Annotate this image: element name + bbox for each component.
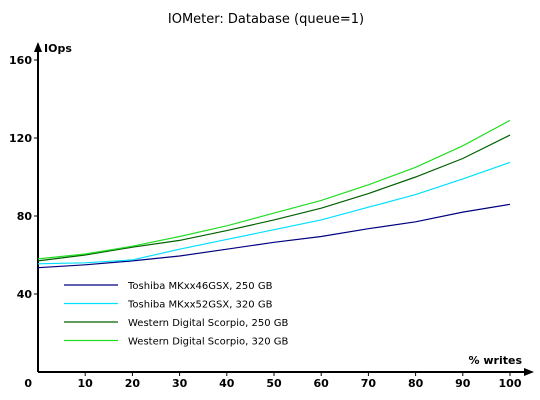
series-line-3 <box>37 134 511 262</box>
series-layer <box>37 119 511 269</box>
legend-label-4: Western Digital Scorpio, 320 GB <box>128 337 288 348</box>
series-line-2 <box>37 161 511 265</box>
legend-label-2: Toshiba MKxx52GSX, 320 GB <box>127 300 273 311</box>
series-line-1 <box>37 203 511 269</box>
x-tick-label: 20 <box>125 377 141 390</box>
axes: IOps % writes 40 80 120 160 0 10 20 30 40 50 60 70 80 9… <box>9 42 534 390</box>
x-axis-label: % writes <box>469 354 523 367</box>
y-tick-label: 120 <box>9 132 32 145</box>
x-tick-label: 30 <box>172 377 188 390</box>
y-axis-label: IOps <box>44 42 72 55</box>
x-tick-label: 0 <box>24 377 32 390</box>
y-axis-arrow <box>34 42 42 52</box>
x-tick-label: 80 <box>408 377 424 390</box>
x-tick-label: 50 <box>266 377 282 390</box>
x-tick-label: 60 <box>314 377 330 390</box>
y-tick-label: 160 <box>9 54 32 67</box>
y-tick-label: 40 <box>17 288 33 301</box>
x-tick-label: 70 <box>361 377 377 390</box>
x-tick-label: 10 <box>78 377 94 390</box>
x-axis-arrow <box>524 368 534 376</box>
legend: Toshiba MKxx46GSX, 250 GB Toshiba MKxx52G… <box>64 281 288 348</box>
x-tick-label: 40 <box>219 377 235 390</box>
legend-label-1: Toshiba MKxx46GSX, 250 GB <box>127 281 273 292</box>
x-tick-label: 90 <box>455 377 471 390</box>
chart-title: IOMeter: Database (queue=1) <box>168 12 364 27</box>
series-line-4 <box>37 119 511 260</box>
legend-label-3: Western Digital Scorpio, 250 GB <box>128 318 288 329</box>
x-tick-label: 100 <box>499 377 522 390</box>
y-tick-label: 80 <box>17 210 33 223</box>
